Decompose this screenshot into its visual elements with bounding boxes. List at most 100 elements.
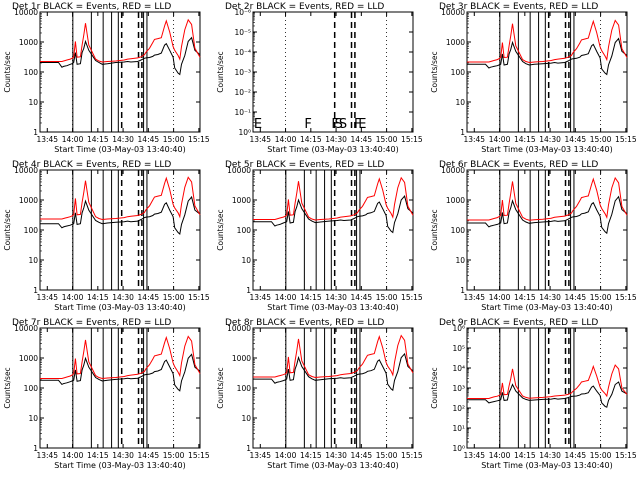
y-tick-label: 100 bbox=[237, 226, 252, 235]
y-tick-label: 1 bbox=[33, 444, 38, 453]
flag-label: F bbox=[331, 117, 338, 132]
y-tick-label: 10² bbox=[452, 404, 465, 413]
detector-panel-7: Det 7r BLACK = Events, RED = LLD 1 10 100 10… bbox=[3, 318, 210, 470]
events-series-line bbox=[253, 195, 414, 234]
x-tick-label: 14:00 bbox=[489, 451, 511, 460]
y-tick-label: 10 bbox=[28, 256, 38, 265]
panel-title: Det 1r BLACK = Events, RED = LLD bbox=[12, 2, 171, 12]
panel-title: Det 2r BLACK = Events, RED = LLD bbox=[225, 2, 384, 12]
x-tick-label: 14:15 bbox=[514, 451, 536, 460]
y-tick-label: 10000 bbox=[441, 166, 465, 175]
y-tick-label: 1 bbox=[460, 286, 465, 295]
events-series-line bbox=[253, 352, 414, 392]
x-tick-label: 14:30 bbox=[539, 135, 561, 144]
y-axis-label: Counts/sec bbox=[216, 209, 225, 250]
y-tick-label: 10 bbox=[241, 414, 251, 423]
y-axis-label: Counts/sec bbox=[430, 367, 439, 408]
y-axis-label: Counts/sec bbox=[430, 51, 439, 92]
x-tick-label: 15:00 bbox=[590, 135, 612, 144]
y-tick-label: 1 bbox=[246, 286, 251, 295]
plot-frame bbox=[466, 11, 628, 133]
x-tick-label: 15:15 bbox=[188, 135, 210, 144]
y-tick-label: 100 bbox=[237, 384, 252, 393]
flag-label: S bbox=[339, 117, 347, 132]
x-tick-label: 14:30 bbox=[112, 451, 134, 460]
y-tick-label: 10⁰ bbox=[452, 444, 465, 453]
x-tick-label: 14:30 bbox=[112, 135, 134, 144]
x-tick-label: 13:45 bbox=[463, 135, 485, 144]
plot-frame bbox=[252, 11, 414, 133]
y-tick-label: 1000 bbox=[232, 354, 251, 363]
detector-panel-6: Det 6r BLACK = Events, RED = LLD 1 10 100 10… bbox=[430, 160, 637, 312]
panel-title: Det 4r BLACK = Events, RED = LLD bbox=[12, 160, 171, 170]
flag-label: E bbox=[254, 117, 262, 132]
y-tick-label: 10 bbox=[455, 98, 465, 107]
x-tick-label: 13:45 bbox=[463, 293, 485, 302]
x-tick-label: 14:45 bbox=[565, 293, 587, 302]
x-tick-label: 14:00 bbox=[489, 135, 511, 144]
x-tick-label: 15:00 bbox=[163, 293, 185, 302]
x-tick-label: 14:30 bbox=[325, 451, 347, 460]
x-tick-label: 15:00 bbox=[376, 451, 398, 460]
y-tick-label: 1000 bbox=[446, 196, 465, 205]
x-axis-label: Start Time (03-May-03 13:40:40) bbox=[267, 461, 398, 470]
x-axis-label: Start Time (03-May-03 13:40:40) bbox=[481, 461, 612, 470]
x-tick-label: 14:00 bbox=[275, 135, 297, 144]
x-tick-label: 14:15 bbox=[87, 293, 109, 302]
x-tick-label: 15:15 bbox=[188, 451, 210, 460]
x-tick-label: 15:15 bbox=[188, 293, 210, 302]
x-tick-label: 14:00 bbox=[62, 293, 84, 302]
x-tick-label: 13:45 bbox=[249, 135, 271, 144]
lld-series-line bbox=[40, 176, 201, 221]
plot-frame bbox=[252, 169, 414, 291]
y-tick-label: 10⁵ bbox=[452, 344, 465, 353]
plot-frame bbox=[252, 327, 414, 449]
y-tick-label: 10000 bbox=[14, 8, 38, 17]
flag-label: F bbox=[304, 117, 311, 132]
x-tick-label: 15:15 bbox=[615, 135, 637, 144]
lld-series-line bbox=[40, 335, 201, 380]
y-tick-label: 100 bbox=[451, 68, 466, 77]
y-tick-label: 10⁻⁶ bbox=[234, 8, 251, 17]
x-tick-label: 14:00 bbox=[489, 293, 511, 302]
x-tick-label: 14:30 bbox=[325, 293, 347, 302]
plot-frame bbox=[39, 11, 201, 133]
y-tick-label: 1 bbox=[246, 444, 251, 453]
x-tick-label: 15:00 bbox=[163, 135, 185, 144]
y-tick-label: 10000 bbox=[14, 166, 38, 175]
y-tick-label: 10³ bbox=[452, 384, 465, 393]
x-axis-label: Start Time (03-May-03 13:40:40) bbox=[267, 145, 398, 154]
y-axis-label: Counts/sec bbox=[3, 209, 12, 250]
lld-series-line bbox=[467, 19, 628, 64]
x-tick-label: 14:00 bbox=[275, 293, 297, 302]
events-series-line bbox=[40, 353, 201, 392]
x-tick-label: 14:00 bbox=[62, 135, 84, 144]
x-tick-label: 15:00 bbox=[590, 293, 612, 302]
y-tick-label: 1 bbox=[33, 286, 38, 295]
y-tick-label: 10⁻¹ bbox=[234, 108, 251, 117]
y-tick-label: 100 bbox=[451, 226, 466, 235]
x-tick-label: 15:15 bbox=[615, 451, 637, 460]
panel-title: Det 5r BLACK = Events, RED = LLD bbox=[225, 160, 384, 170]
x-tick-label: 14:15 bbox=[300, 293, 322, 302]
plot-frame bbox=[39, 327, 201, 449]
y-tick-label: 10⁻⁴ bbox=[234, 48, 251, 57]
detector-panel-4: Det 4r BLACK = Events, RED = LLD 1 10 100 10… bbox=[3, 160, 210, 312]
y-tick-label: 10000 bbox=[441, 8, 465, 17]
x-tick-label: 15:00 bbox=[163, 451, 185, 460]
y-tick-label: 10⁻² bbox=[234, 88, 251, 97]
y-tick-label: 1000 bbox=[19, 196, 38, 205]
flag-label: F bbox=[354, 117, 361, 132]
detector-panel-1: Det 1r BLACK = Events, RED = LLD 1 10 100 10… bbox=[3, 2, 210, 154]
x-tick-label: 15:15 bbox=[401, 451, 423, 460]
y-axis-label: Counts/sec bbox=[216, 51, 225, 92]
y-tick-label: 10⁻³ bbox=[234, 68, 251, 77]
lld-series-line bbox=[40, 18, 201, 63]
x-tick-label: 13:45 bbox=[36, 293, 58, 302]
x-tick-label: 14:00 bbox=[62, 451, 84, 460]
x-tick-label: 15:00 bbox=[590, 451, 612, 460]
x-tick-label: 13:45 bbox=[36, 135, 58, 144]
x-axis-label: Start Time (03-May-03 13:40:40) bbox=[54, 461, 185, 470]
x-tick-label: 14:30 bbox=[539, 451, 561, 460]
